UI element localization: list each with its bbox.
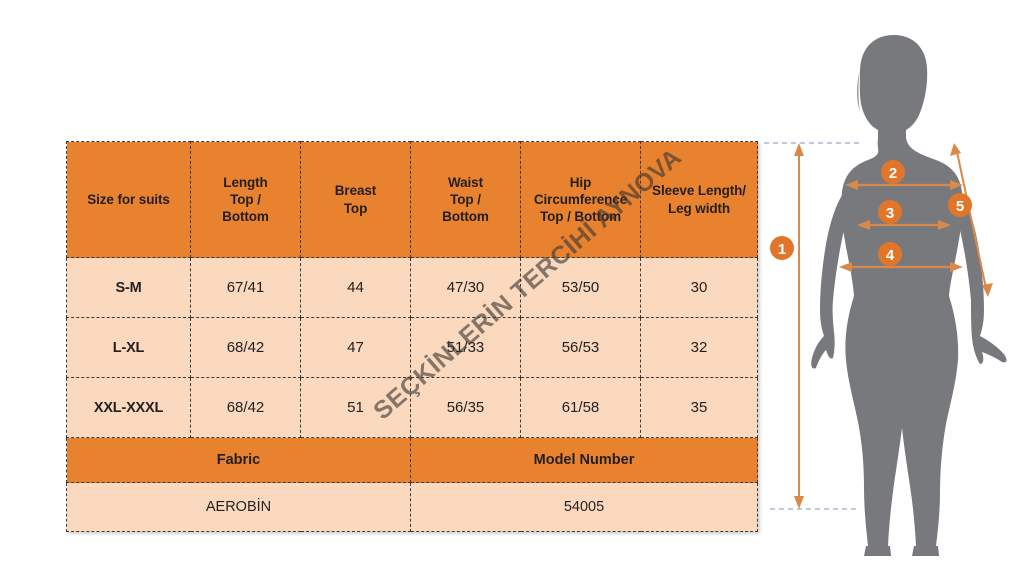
marker-1-label: 1 bbox=[778, 241, 786, 258]
column-header-sleeve: Sleeve Length/ Leg width bbox=[640, 141, 758, 258]
column-header-hip: Hip Circumference Top / Bottom bbox=[520, 141, 641, 258]
column-header-waist: Waist Top / Bottom bbox=[410, 141, 521, 258]
marker-2: 2 bbox=[881, 160, 905, 184]
arrowhead-sleeve-bottom bbox=[982, 283, 993, 297]
cell-hip: 61/58 bbox=[520, 377, 641, 438]
arrowhead-height-bottom bbox=[794, 496, 804, 509]
cell-size: S-M bbox=[66, 257, 191, 318]
marker-3-label: 3 bbox=[886, 205, 894, 222]
marker-5: 5 bbox=[948, 193, 972, 217]
marker-4-label: 4 bbox=[886, 247, 895, 264]
marker-4: 4 bbox=[878, 242, 902, 266]
arrowhead-hip-left bbox=[839, 262, 852, 272]
column-header-size: Size for suits bbox=[66, 141, 191, 258]
arrowhead-waist-left bbox=[857, 220, 870, 230]
footer-header-fabric: Fabric bbox=[66, 437, 411, 483]
table-row: L-XL 68/42 47 51/33 56/53 32 bbox=[66, 317, 758, 378]
marker-2-label: 2 bbox=[889, 165, 897, 182]
table-row: S-M 67/41 44 47/30 53/50 30 bbox=[66, 257, 758, 318]
measurement-figure-panel: 1 2 3 4 5 bbox=[760, 0, 1024, 577]
arrowhead-waist-right bbox=[938, 220, 951, 230]
cell-size: XXL-XXXL bbox=[66, 377, 191, 438]
size-chart-table: Size for suits Length Top / Bottom Breas… bbox=[66, 141, 758, 532]
cell-sleeve: 35 bbox=[640, 377, 758, 438]
arrowhead-height-top bbox=[794, 143, 804, 156]
cell-waist: 56/35 bbox=[410, 377, 521, 438]
footer-value-row: AEROBİN 54005 bbox=[66, 482, 758, 532]
arrowhead-bust-left bbox=[845, 180, 858, 190]
column-header-length: Length Top / Bottom bbox=[190, 141, 301, 258]
marker-1: 1 bbox=[770, 236, 794, 260]
arrowhead-sleeve-top bbox=[950, 143, 961, 156]
measure-arrow-sleeve bbox=[956, 151, 987, 289]
footer-value-model: 54005 bbox=[410, 482, 758, 532]
cell-waist: 47/30 bbox=[410, 257, 521, 318]
footer-value-fabric: AEROBİN bbox=[66, 482, 411, 532]
footer-header-model: Model Number bbox=[410, 437, 758, 483]
cell-sleeve: 32 bbox=[640, 317, 758, 378]
footer-header-row: Fabric Model Number bbox=[66, 437, 758, 483]
cell-length: 68/42 bbox=[190, 377, 301, 438]
cell-length: 68/42 bbox=[190, 317, 301, 378]
arrowhead-hip-right bbox=[950, 262, 963, 272]
cell-hip: 53/50 bbox=[520, 257, 641, 318]
table-row: XXL-XXXL 68/42 51 56/35 61/58 35 bbox=[66, 377, 758, 438]
arrowhead-bust-right bbox=[950, 180, 963, 190]
column-header-breast: Breast Top bbox=[300, 141, 411, 258]
marker-5-label: 5 bbox=[956, 198, 964, 215]
table-header-row: Size for suits Length Top / Bottom Breas… bbox=[66, 141, 758, 258]
cell-hip: 56/53 bbox=[520, 317, 641, 378]
cell-size: L-XL bbox=[66, 317, 191, 378]
cell-length: 67/41 bbox=[190, 257, 301, 318]
marker-3: 3 bbox=[878, 200, 902, 224]
cell-breast: 44 bbox=[300, 257, 411, 318]
female-silhouette bbox=[811, 34, 1007, 556]
cell-sleeve: 30 bbox=[640, 257, 758, 318]
cell-breast: 47 bbox=[300, 317, 411, 378]
cell-breast: 51 bbox=[300, 377, 411, 438]
cell-waist: 51/33 bbox=[410, 317, 521, 378]
